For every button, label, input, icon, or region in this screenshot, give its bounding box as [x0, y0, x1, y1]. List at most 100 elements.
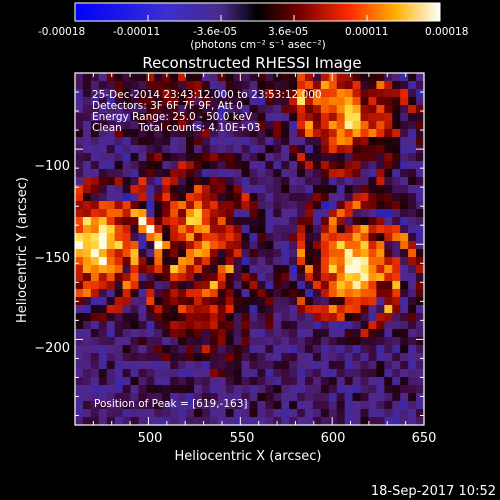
image-pixel — [281, 89, 290, 98]
image-pixel — [368, 313, 378, 322]
image-pixel — [336, 81, 346, 90]
image-pixel — [82, 217, 92, 226]
image-pixel — [408, 369, 417, 378]
image-pixel — [217, 89, 227, 98]
image-pixel — [392, 361, 401, 370]
image-pixel — [122, 409, 132, 418]
image-pixel — [170, 345, 179, 354]
image-pixel — [328, 241, 338, 250]
image-pixel — [146, 377, 155, 386]
image-pixel — [344, 401, 354, 410]
image-pixel — [106, 73, 116, 82]
image-pixel — [114, 233, 124, 242]
image-pixel — [114, 305, 124, 314]
image-pixel — [162, 145, 171, 154]
image-pixel — [154, 337, 163, 346]
image-pixel — [376, 305, 385, 314]
image-pixel — [138, 297, 147, 306]
image-pixel — [368, 209, 378, 218]
image-pixel — [297, 193, 306, 202]
colorbar-ticks — [74, 15, 441, 21]
image-pixel — [130, 177, 140, 186]
image-pixel — [312, 321, 322, 330]
image-pixel — [328, 321, 338, 330]
image-pixel — [368, 265, 378, 274]
image-pixel — [273, 209, 282, 218]
image-pixel — [114, 297, 124, 306]
image-pixel — [82, 129, 92, 138]
image-pixel — [328, 305, 338, 314]
image-pixel — [193, 161, 203, 170]
image-pixel — [376, 353, 385, 362]
image-pixel — [178, 169, 187, 178]
image-pixel — [320, 161, 330, 170]
image-pixel — [209, 209, 219, 218]
image-pixel — [209, 225, 219, 234]
image-pixel — [154, 369, 163, 378]
image-pixel — [305, 169, 314, 178]
image-pixel — [154, 121, 163, 130]
image-pixel — [217, 185, 227, 194]
image-pixel — [170, 361, 179, 370]
image-pixel — [130, 89, 140, 98]
image-pixel — [201, 329, 211, 338]
image-pixel — [408, 289, 417, 298]
image-pixel — [186, 273, 195, 282]
image-pixel — [249, 145, 259, 154]
image-pixel — [312, 145, 322, 154]
image-pixel — [273, 369, 282, 378]
image-pixel — [170, 233, 179, 242]
image-pixel — [376, 169, 385, 178]
image-pixel — [265, 297, 274, 306]
image-pixel — [106, 385, 116, 394]
image-pixel — [154, 73, 163, 82]
image-pixel — [416, 337, 425, 346]
image-pixel — [82, 361, 92, 370]
image-pixel — [162, 217, 171, 226]
image-pixel — [408, 105, 417, 114]
image-pixel — [328, 417, 338, 426]
image-pixel — [225, 129, 235, 138]
image-pixel — [162, 153, 171, 162]
image-pixel — [186, 217, 195, 226]
image-pixel — [320, 377, 330, 386]
image-pixel — [146, 273, 155, 282]
image-pixel — [217, 377, 227, 386]
image-pixel — [217, 369, 227, 378]
image-pixel — [384, 97, 393, 106]
image-pixel — [265, 121, 274, 130]
image-pixel — [336, 113, 346, 122]
image-pixel — [384, 249, 393, 258]
image-pixel — [281, 241, 290, 250]
image-pixel — [305, 241, 314, 250]
image-pixel — [273, 257, 282, 266]
image-pixel — [265, 105, 274, 114]
image-pixel — [360, 337, 370, 346]
image-pixel — [201, 137, 211, 146]
image-pixel — [416, 361, 425, 370]
image-pixel — [178, 225, 187, 234]
image-pixel — [178, 161, 187, 170]
image-pixel — [408, 273, 417, 282]
image-pixel — [170, 129, 179, 138]
image-pixel — [209, 81, 219, 90]
image-pixel — [82, 385, 92, 394]
image-pixel — [146, 361, 155, 370]
image-pixel — [281, 265, 290, 274]
image-pixel — [162, 377, 171, 386]
image-pixel — [360, 417, 370, 426]
image-pixel — [273, 297, 282, 306]
image-pixel — [352, 81, 362, 90]
image-pixel — [328, 177, 338, 186]
image-pixel — [392, 305, 401, 314]
image-pixel — [146, 153, 155, 162]
image-pixel — [360, 161, 370, 170]
image-pixel — [265, 273, 274, 282]
image-pixel — [368, 305, 378, 314]
image-pixel — [241, 73, 251, 82]
x-tick-label-650: 650 — [412, 431, 437, 446]
image-pixel — [352, 113, 362, 122]
image-pixel — [75, 225, 84, 234]
image-pixel — [75, 73, 84, 82]
image-pixel — [90, 273, 100, 282]
